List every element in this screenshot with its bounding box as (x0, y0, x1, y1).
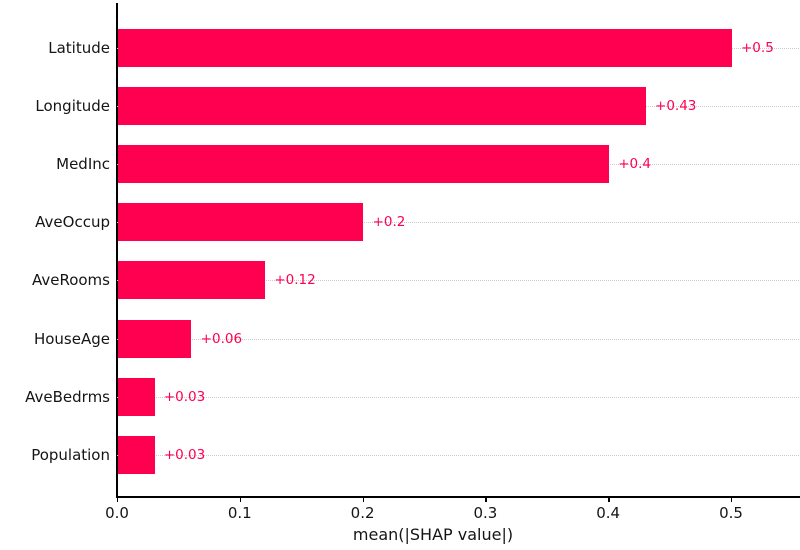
x-axis-title: mean(|SHAP value|) (352, 525, 514, 544)
bar-value-label: +0.2 (372, 214, 406, 231)
gridline (117, 222, 799, 224)
x-tick-mark (731, 497, 733, 503)
y-tick-label: MedInc (56, 154, 110, 173)
gridline (117, 280, 799, 282)
bar (117, 28, 732, 67)
x-tick-mark (608, 497, 610, 503)
y-axis-line (116, 3, 118, 497)
gridline (117, 454, 799, 456)
bar-value-label: +0.12 (274, 272, 316, 289)
x-tick-label: 0.4 (596, 504, 621, 522)
bar-value-label: +0.03 (163, 388, 206, 405)
x-tick-label: 0.1 (227, 504, 252, 522)
x-tick-mark (362, 497, 364, 503)
y-tick-label: Population (31, 445, 110, 464)
x-tick-label: 0.2 (350, 504, 375, 522)
bar (117, 261, 266, 300)
x-tick-mark (117, 497, 119, 503)
bar-value-label: +0.4 (618, 155, 651, 172)
y-tick-label: AveOccup (35, 213, 110, 232)
bar (117, 319, 192, 358)
x-tick-label: 0.0 (105, 504, 129, 522)
y-tick-label: HouseAge (33, 329, 110, 348)
bar (117, 86, 646, 125)
x-tick-label: 0.3 (473, 504, 498, 522)
y-tick-label: Longitude (35, 96, 110, 115)
bar-value-label: +0.5 (741, 39, 774, 56)
bar (117, 203, 364, 242)
bar-value-label: +0.03 (163, 446, 206, 463)
x-axis-line (116, 496, 800, 498)
bar (117, 377, 155, 416)
y-tick-label: AveBedrms (25, 387, 110, 406)
y-tick-label: AveRooms (31, 271, 110, 290)
bar (117, 435, 155, 474)
bar (117, 144, 609, 183)
y-tick-label: Latitude (48, 38, 110, 57)
gridline (117, 396, 799, 398)
bar-value-label: +0.06 (200, 330, 243, 347)
bar-value-label: +0.43 (655, 97, 697, 114)
x-tick-mark (485, 497, 487, 503)
x-tick-label: 0.5 (719, 504, 743, 522)
x-tick-mark (239, 497, 242, 503)
gridline (117, 338, 799, 340)
